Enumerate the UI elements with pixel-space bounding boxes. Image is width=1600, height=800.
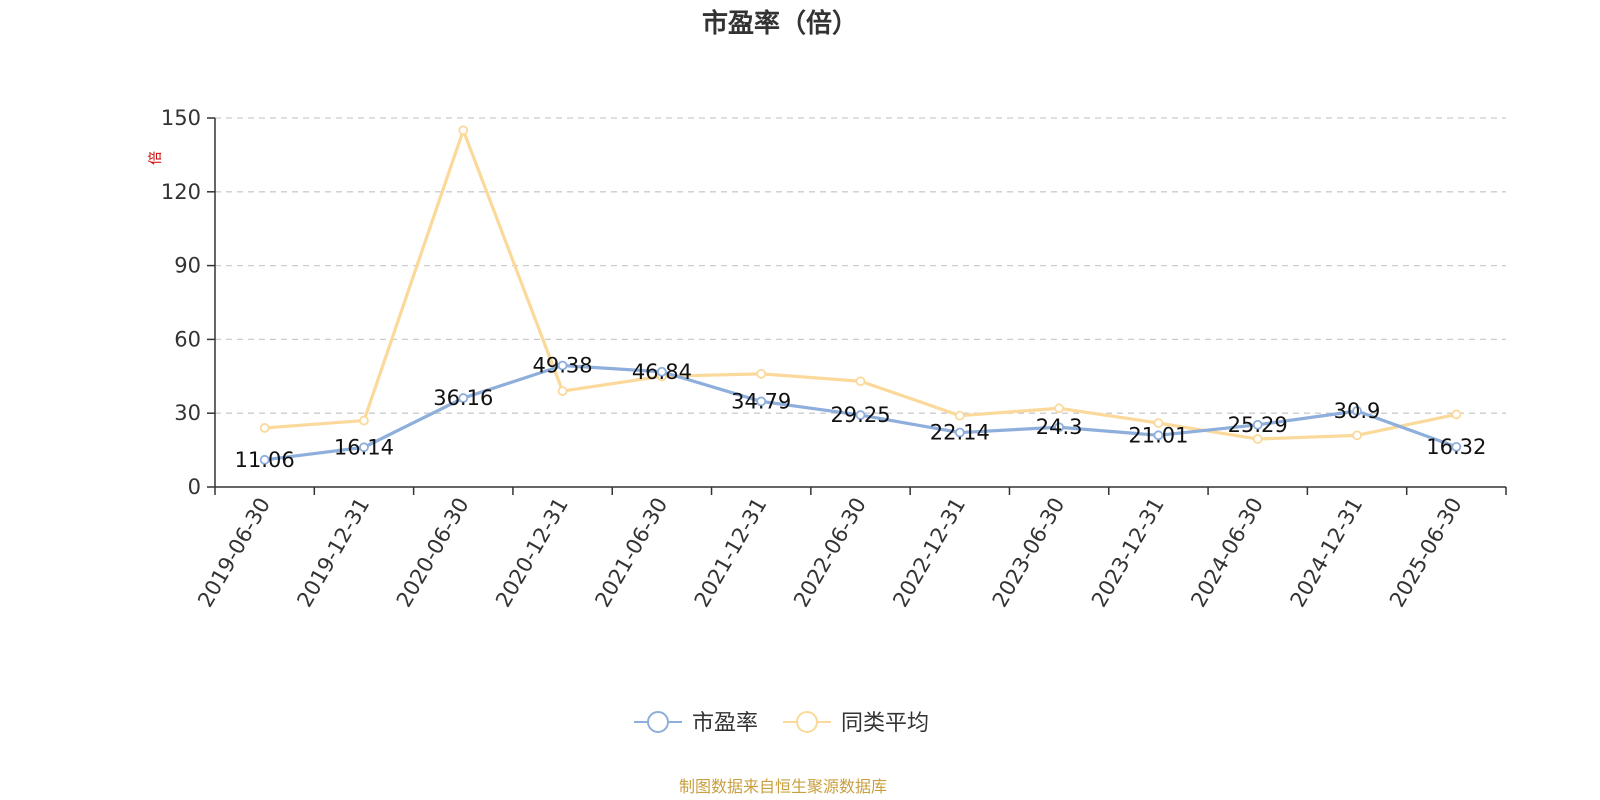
- data-point: [259, 423, 270, 433]
- x-tick-label: 2021-12-31: [690, 494, 772, 612]
- data-label: 21.01: [1128, 423, 1188, 447]
- data-label: 25.29: [1228, 413, 1288, 437]
- data-point: [656, 366, 667, 377]
- data-point: [1352, 406, 1362, 416]
- data-point: [954, 410, 965, 421]
- data-labels-layer: 11.06 16.14 36.16 49.38 46.84 34.79 29.25 22.14…: [235, 354, 1487, 472]
- data-point: [1153, 418, 1164, 428]
- series-layer: [259, 125, 1462, 465]
- legend-swatch-marker: [647, 711, 669, 733]
- gridlines: [215, 117, 1506, 414]
- y-tick-label: 90: [174, 254, 201, 278]
- series-pe-ratio: [259, 360, 1462, 465]
- legend-swatch-marker: [796, 711, 818, 733]
- legend-item-peer-average[interactable]: 同类平均: [783, 711, 929, 736]
- x-tick-label: 2019-12-31: [292, 494, 374, 612]
- data-point: [1054, 422, 1065, 433]
- data-point: [954, 427, 965, 438]
- x-tick-label: 2020-06-30: [392, 494, 474, 612]
- y-tick-label: 120: [161, 180, 201, 204]
- data-point: [1451, 441, 1462, 452]
- data-point: [557, 360, 568, 371]
- data-point: [1054, 403, 1065, 414]
- data-label: 16.32: [1426, 435, 1486, 459]
- data-point: [1352, 430, 1362, 441]
- data-point: [855, 376, 866, 387]
- y-tick-label: 30: [174, 401, 201, 425]
- y-tick-label: 150: [161, 106, 201, 130]
- series-peer-average: [259, 125, 1462, 444]
- legend[interactable]: 市盈率 同类平均: [634, 711, 929, 736]
- data-point: [557, 386, 568, 396]
- chart-title: 市盈率（倍）: [702, 8, 858, 39]
- x-tick-label: 2021-06-30: [590, 494, 672, 612]
- legend-label: 市盈率: [692, 711, 758, 736]
- data-label: 22.14: [930, 421, 990, 445]
- data-point: [756, 368, 767, 379]
- data-point: [359, 442, 369, 453]
- data-point: [1153, 430, 1164, 441]
- data-label: 36.16: [433, 386, 493, 410]
- data-label: 11.06: [235, 448, 295, 472]
- x-tick-label: 2025-06-30: [1385, 494, 1467, 612]
- data-point: [259, 454, 270, 465]
- data-label: 46.84: [632, 360, 692, 384]
- data-point: [1252, 434, 1263, 444]
- axes: 0 30 60 90 120 150 2019-06-30 2019-12-31 2020-06…: [161, 106, 1507, 612]
- x-tick-label: 2020-12-31: [491, 494, 573, 612]
- data-point: [458, 125, 469, 136]
- data-label: 24.3: [1036, 415, 1083, 439]
- y-tick-label: 0: [188, 475, 201, 499]
- source-note: 制图数据来自恒生聚源数据库: [679, 777, 887, 796]
- legend-item-pe-ratio[interactable]: 市盈率: [634, 711, 758, 736]
- data-point: [1451, 409, 1462, 420]
- data-label: 49.38: [533, 354, 593, 378]
- x-tick-label: 2024-12-31: [1286, 494, 1368, 612]
- data-point: [1252, 419, 1263, 430]
- data-point: [855, 410, 866, 420]
- data-point: [458, 393, 469, 403]
- x-tick-label: 2022-12-31: [888, 493, 970, 611]
- data-label: 16.14: [334, 435, 394, 459]
- legend-label: 同类平均: [841, 711, 929, 736]
- y-tick-label: 60: [174, 327, 201, 351]
- data-point: [756, 396, 767, 407]
- data-label: 30.9: [1334, 399, 1381, 423]
- data-point: [359, 415, 369, 426]
- x-tick-label: 2023-06-30: [988, 494, 1070, 612]
- data-label: 34.79: [731, 389, 791, 413]
- x-tick-label: 2024-06-30: [1186, 494, 1268, 612]
- y-axis-unit-label: 倍: [148, 151, 164, 165]
- x-tick-label: 2023-12-31: [1087, 494, 1169, 612]
- x-tick-label: 2022-06-30: [789, 494, 871, 612]
- data-label: 29.25: [830, 403, 890, 427]
- x-tick-label: 2019-06-30: [193, 494, 275, 612]
